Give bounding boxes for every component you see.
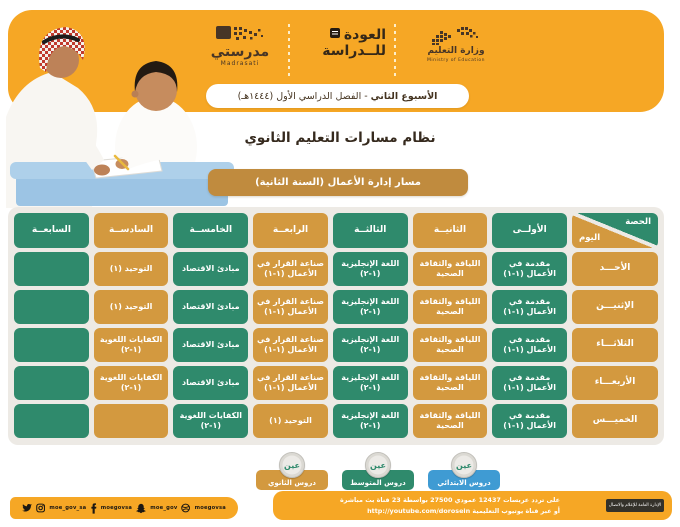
subject-cell: اللياقة والثقافة الصحية [412,366,488,400]
page-title: نظام مسارات التعليم الثانوي [244,130,436,146]
subject-cell: التوحيد ⁦(١)⁩ [93,290,169,324]
subject-cell-empty [14,404,89,438]
ain-coin-icon: عين [365,452,391,478]
timetable-grid: الحصة اليوم الأولــى الثانيــة الثالثــة… [14,213,658,439]
channel-elementary[interactable]: دروس الابتدائي عين [428,452,500,490]
week-label: الأسبوع الثاني [370,90,438,102]
period-header-5: الخامســة [173,213,249,248]
subject-cell: صناعة القرار في الأعمال ⁦(١-١)⁩ [253,252,328,286]
subject-cell: اللغة الإنجليزية ⁦(١-٢)⁩ [332,404,408,438]
subject-cell: مقدمة في الأعمال ⁦(١-١)⁩ [492,328,567,362]
instagram-icon[interactable] [36,503,46,513]
corner-period-label: الحصة [625,217,651,227]
madrasati-logo: مدرستي Madrasati [196,23,284,67]
ministry-name-en: Ministry of Education [427,58,485,63]
channel-secondary[interactable]: دروس الثانوي عين [256,452,328,490]
youtube-channel-line[interactable]: أو عبر قناة يوتيوب التعليمية http://yout… [367,506,560,515]
day-cell-wednesday: الأربعـــاء [572,366,658,400]
day-cell-tuesday: الثلاثـــاء [572,328,658,362]
corner-cell: الحصة اليوم [572,213,658,248]
satellite-frequency-line: على تردد عربسات 12437 عمودي 27500 بواسطة… [340,496,560,504]
back-to-school-line2: للــدراسة [322,43,386,59]
behance-ball-icon[interactable] [181,503,191,513]
snapchat-icon[interactable] [136,503,146,514]
twitter-icon[interactable] [22,503,32,513]
subject-cell: اللغة الإنجليزية ⁦(١-٢)⁩ [332,328,408,362]
broadcast-strip: على تردد عربسات 12437 عمودي 27500 بواسطة… [273,491,672,520]
ain-coin-icon: عين [451,452,477,478]
subject-cell-empty [14,328,89,362]
subject-cell: التوحيد ⁦(١)⁩ [253,404,328,438]
twitter-instagram-handle[interactable]: moe_gov_sa [49,505,87,511]
photo-illustration [2,27,234,208]
channel-elementary-label: دروس الابتدائي [428,470,500,490]
subject-cell-empty [14,252,89,286]
period-header-2: الثانيــة [412,213,488,248]
subject-cell-empty [14,366,89,400]
back-to-school-line1: العودة [343,27,386,43]
period-header-1: الأولــى [492,213,567,248]
subject-cell: اللغة الإنجليزية ⁦(١-٢)⁩ [332,290,408,324]
subject-cell: مبادئ الاقتصاد [173,290,249,324]
book-icon [329,28,340,38]
subject-cell: مقدمة في الأعمال ⁦(١-١)⁩ [492,404,567,438]
subject-cell: الكفايات اللغوية ⁦(١-٢)⁩ [93,366,169,400]
subject-cell-empty [93,404,169,438]
header-divider [394,24,396,80]
subject-cell: اللياقة والثقافة الصحية [412,252,488,286]
period-header-6: السادســة [93,213,169,248]
channel-intermediate-label: دروس المتوسط [342,470,414,490]
corner-day-label: اليوم [579,233,601,244]
subject-cell: صناعة القرار في الأعمال ⁦(١-١)⁩ [253,290,328,324]
subject-cell: مبادئ الاقتصاد [173,328,249,362]
madrasati-name-ar: مدرستي [210,44,270,60]
ain-channels: دروس الابتدائي عين دروس المتوسط عين دروس… [250,452,500,490]
ministry-name-ar: وزارة التعليم [427,46,485,56]
subject-cell: مقدمة في الأعمال ⁦(١-١)⁩ [492,252,567,286]
broadcast-info: على تردد عربسات 12437 عمودي 27500 بواسطة… [340,495,560,516]
subject-cell: مقدمة في الأعمال ⁦(١-١)⁩ [492,366,567,400]
period-header-7: السابعــة [14,213,89,248]
ministry-of-education-logo: وزارة التعليم Ministry of Education [408,26,504,64]
period-header-4: الرابعــة [253,213,328,248]
behance-handle[interactable]: moegovsa [194,505,226,511]
subject-cell: اللغة الإنجليزية ⁦(١-٢)⁩ [332,252,408,286]
subject-cell-empty [14,290,89,324]
facebook-icon[interactable] [90,502,97,514]
students-photo [2,12,238,208]
subject-cell: اللياقة والثقافة الصحية [412,290,488,324]
ain-coin-icon: عين [279,452,305,478]
day-cell-thursday: الخميـــس [572,404,658,438]
subject-cell: مقدمة في الأعمال ⁦(١-١)⁩ [492,290,567,324]
channel-intermediate[interactable]: دروس المتوسط عين [342,452,414,490]
subject-cell: صناعة القرار في الأعمال ⁦(١-١)⁩ [253,366,328,400]
week-banner: الأسبوع الثاني - الفصل الدراسي الأول (١٤… [206,84,469,108]
period-header-3: الثالثــة [332,213,408,248]
track-button[interactable]: مسار إدارة الأعمال (السنة الثانية) [208,169,468,196]
subject-cell: اللياقة والثقافة الصحية [412,328,488,362]
subject-cell: الكفايات اللغوية ⁦(١-٢)⁩ [173,404,249,438]
subject-cell: الكفايات اللغوية ⁦(١-٢)⁩ [93,328,169,362]
snapchat-handle[interactable]: moe_gov [150,505,178,511]
back-to-school-logo: العودة للــدراسة [298,27,386,59]
day-cell-sunday: الأحـــد [572,252,658,286]
semester-label: - الفصل الدراسي الأول (١٤٤٤هـ) [237,90,368,102]
day-cell-monday: الإثنيـــن [572,290,658,324]
subject-cell: مبادئ الاقتصاد [173,366,249,400]
facebook-handle[interactable]: moegovsa [100,505,133,511]
social-strip: moe_gov_sa moegovsa moe_gov moegovsa [10,497,238,519]
madrasati-name-en: Madrasati [220,60,260,67]
subject-cell: اللغة الإنجليزية ⁦(١-٢)⁩ [332,366,408,400]
header-divider [288,24,290,80]
ministry-emblem-icon [432,27,478,45]
timetable-panel: الحصة اليوم الأولــى الثانيــة الثالثــة… [8,207,664,445]
channel-secondary-label: دروس الثانوي [256,470,328,490]
media-department-badge: الإدارة العامة للإعلام والاتصال [606,499,664,512]
subject-cell: مبادئ الاقتصاد [173,252,249,286]
subject-cell: التوحيد ⁦(١)⁩ [93,252,169,286]
subject-cell: اللياقة والثقافة الصحية [412,404,488,438]
subject-cell: صناعة القرار في الأعمال ⁦(١-١)⁩ [253,328,328,362]
madrasati-pixel-icon [216,26,263,40]
